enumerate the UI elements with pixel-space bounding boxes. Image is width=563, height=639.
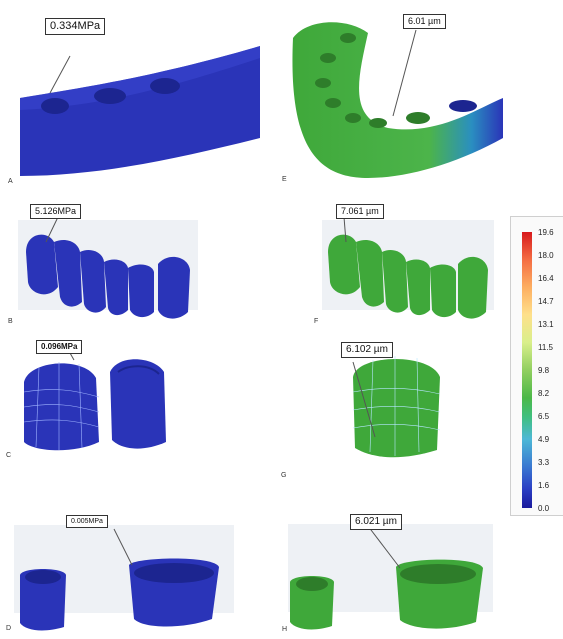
panel-letter-c: C bbox=[6, 452, 12, 459]
panel-e-render bbox=[292, 22, 503, 179]
callout-a: 0.334MPa bbox=[45, 18, 106, 35]
panel-h-render bbox=[288, 524, 493, 630]
callout-g: 6.102 µm bbox=[341, 342, 393, 358]
legend-tick: 13.1 bbox=[538, 320, 554, 329]
panel-f: 7.061 µm F bbox=[314, 204, 494, 327]
legend-tick: 4.9 bbox=[538, 435, 550, 444]
legend-color-bar bbox=[522, 232, 532, 508]
legend-tick: 16.4 bbox=[538, 274, 554, 283]
panel-f-render bbox=[322, 216, 494, 319]
panel-d-render bbox=[14, 525, 234, 631]
legend-tick: 14.7 bbox=[538, 297, 554, 306]
callout-h: 6.021 µm bbox=[350, 514, 402, 530]
callout-b: 5.126MPa bbox=[30, 204, 82, 219]
panel-letter-h: H bbox=[282, 626, 288, 633]
panel-b: 5.126MPa B bbox=[8, 204, 198, 327]
legend-tick: 18.0 bbox=[538, 251, 554, 260]
panel-g: 6.102 µm G bbox=[281, 342, 455, 479]
callout-f: 7.061 µm bbox=[336, 204, 384, 219]
legend-tick: 9.8 bbox=[538, 366, 550, 375]
panel-e: 6.01 µm E bbox=[282, 14, 503, 188]
callout-e: 6.01 µm bbox=[403, 14, 446, 29]
legend-tick: 11.5 bbox=[538, 343, 553, 352]
legend-tick: 0.0 bbox=[538, 504, 550, 513]
panel-h: 6.021 µm H bbox=[282, 512, 493, 633]
panel-letter-g: G bbox=[281, 472, 287, 479]
panel-c: 0.096MPa C bbox=[6, 340, 189, 460]
panel-letter-a: A bbox=[8, 178, 13, 185]
panel-letter-d: D bbox=[6, 625, 12, 632]
panel-a: 0.334MPa A bbox=[8, 18, 270, 188]
panel-c-render bbox=[23, 345, 166, 451]
legend-tick: 1.6 bbox=[538, 481, 550, 490]
color-scale-legend: 19.6 18.0 16.4 14.7 13.1 11.5 9.8 8.2 6.… bbox=[510, 216, 563, 516]
panel-letter-f: F bbox=[314, 318, 319, 325]
legend-tick: 6.5 bbox=[538, 412, 550, 421]
callout-d: 0.005MPa bbox=[66, 515, 108, 528]
panel-b-render bbox=[18, 216, 198, 319]
panel-g-render bbox=[352, 356, 441, 458]
callout-c: 0.096MPa bbox=[36, 340, 83, 354]
legend-tick: 8.2 bbox=[538, 389, 550, 398]
legend-tick: 3.3 bbox=[538, 458, 550, 467]
panel-a-render bbox=[20, 46, 260, 176]
legend-frame bbox=[510, 216, 563, 516]
panel-d: 0.005MPa D bbox=[6, 515, 234, 633]
panel-letter-b: B bbox=[8, 318, 13, 325]
panel-letter-e: E bbox=[282, 176, 287, 183]
legend-tick: 19.6 bbox=[538, 228, 554, 237]
